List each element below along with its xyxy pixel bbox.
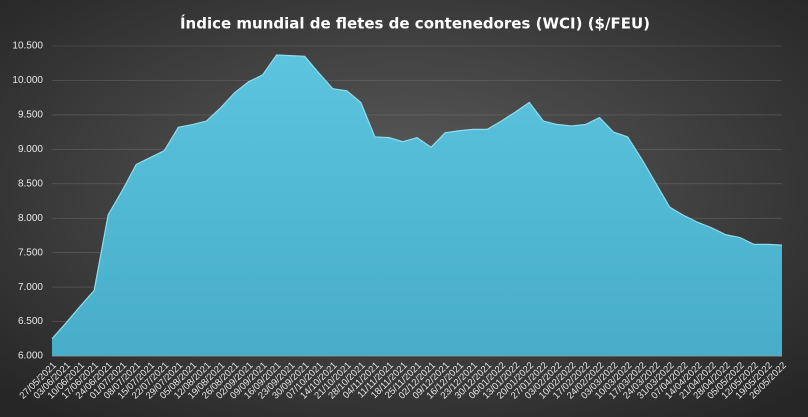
chart-title: Índice mundial de fletes de contenedores… [180, 14, 650, 33]
y-tick-label: 8.500 [18, 178, 43, 189]
area-edge [51, 54, 783, 340]
y-tick-label: 6.000 [18, 351, 43, 362]
y-tick-label: 10.000 [12, 75, 43, 86]
y-tick-label: 9.000 [18, 144, 43, 155]
y-tick-label: 9.500 [18, 110, 43, 121]
area [52, 54, 782, 356]
y-tick-label: 7.000 [18, 282, 43, 293]
y-tick-label: 10.500 [12, 41, 43, 52]
y-tick-label: 8.000 [18, 213, 43, 224]
y-tick-label: 6.500 [18, 316, 43, 327]
y-tick-label: 7.500 [18, 247, 43, 258]
